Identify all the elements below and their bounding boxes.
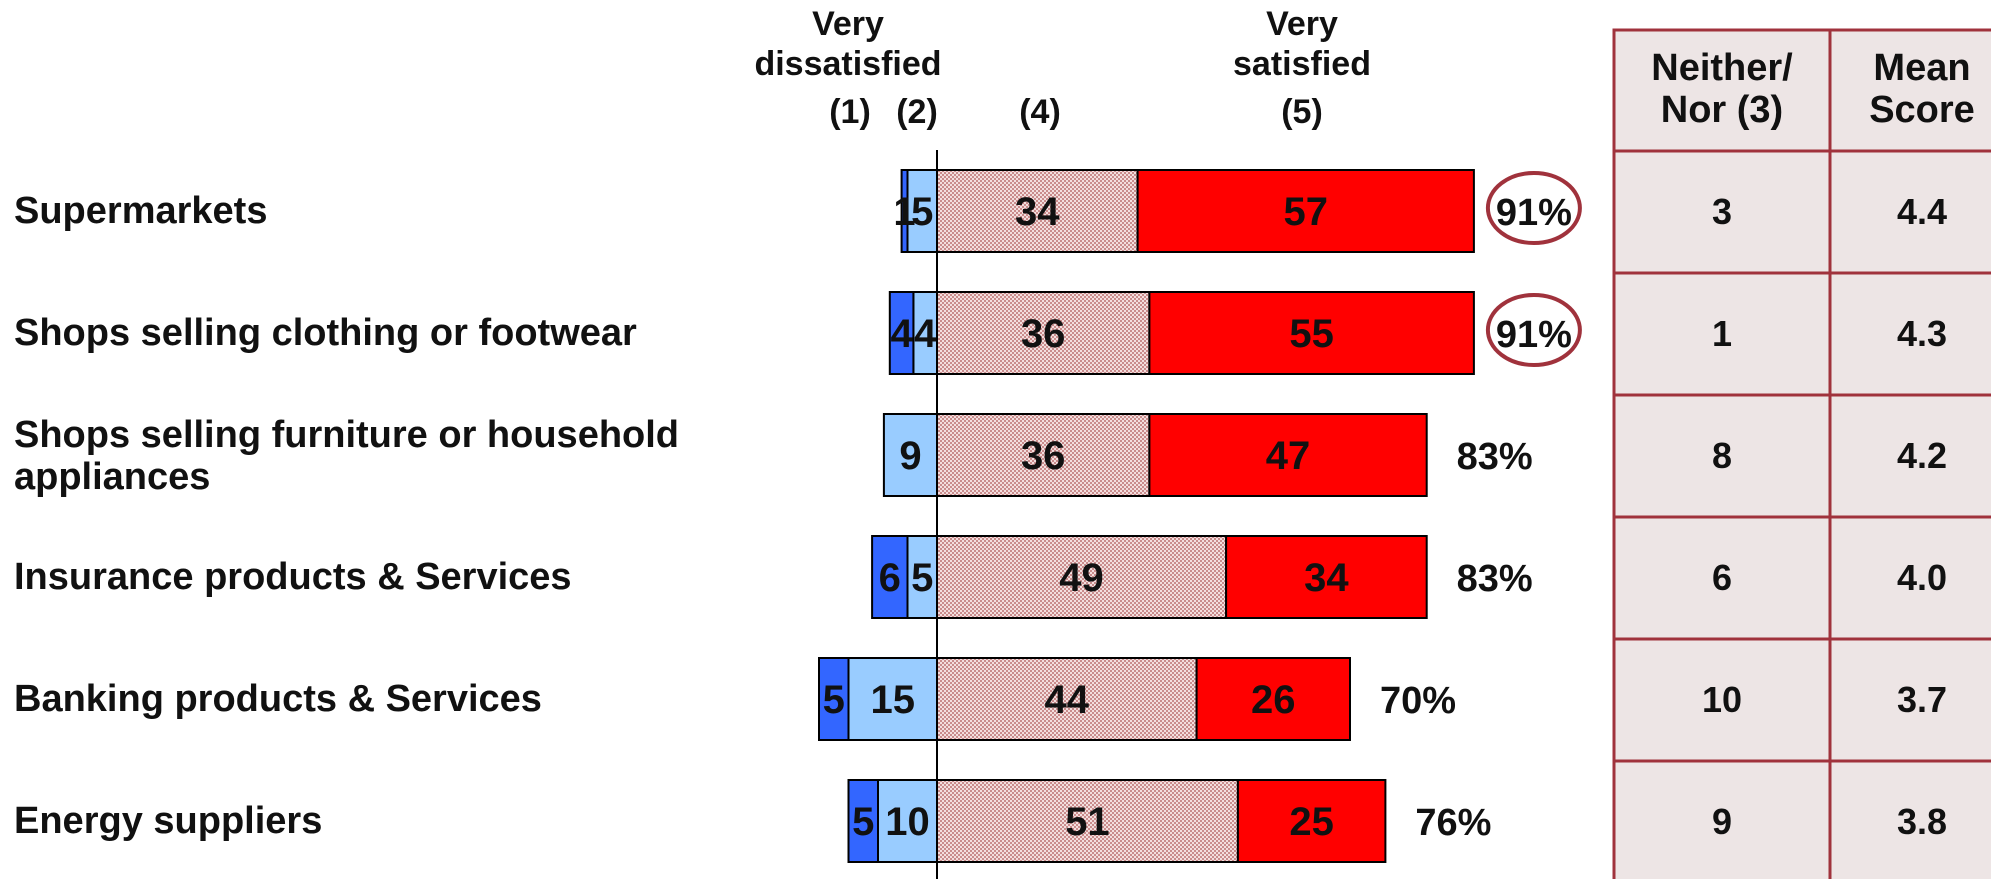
bar-very_dissatisfied-row-2 [888,291,915,375]
bar-label-satisfied-row-4: 49 [1059,556,1104,600]
bar-satisfied-row-6 [936,779,1239,863]
category-label-2: Shops selling clothing or footwear [14,312,637,354]
bar-label-very_dissatisfied-row-5: 5 [823,678,845,722]
bar-very_satisfied-row-3 [1148,413,1428,497]
table-cell-r3-c1: 8 [1712,435,1732,476]
table-background [1612,28,1991,879]
highlight-ring-row-2 [1485,293,1582,367]
category-label-5: Banking products & Services [14,678,542,720]
bar-label-satisfied-row-3: 36 [1021,434,1066,478]
bar-label-very_satisfied-row-1: 57 [1284,190,1329,234]
bar-satisfied-row-3 [936,413,1151,497]
bar-dissatisfied-row-3 [882,413,939,497]
header-group-2-line-2: satisfied [1233,45,1371,83]
table-cell-r2-c1: 1 [1712,313,1732,354]
bar-label-dissatisfied-row-3: 9 [899,434,921,478]
header-code-2: (2) [896,93,938,131]
bar-label-very_satisfied-row-2: 55 [1289,312,1334,356]
bar-very_dissatisfied-row-1 [900,169,909,253]
net-satisfied-label-row-5: 70% [1380,680,1456,722]
net-satisfied-label-row-4: 83% [1457,558,1533,600]
net-satisfied-label-row-3: 83% [1457,436,1533,478]
bar-very_dissatisfied-row-4 [871,535,909,619]
bar-very_dissatisfied-row-6 [847,779,879,863]
bar-label-satisfied-row-5: 44 [1045,678,1090,722]
header-code-1: (1) [829,93,871,131]
category-label-1: Supermarkets [14,190,267,232]
table-cell-r5-c1: 10 [1702,679,1742,720]
table-cell-r2-c2: 4.3 [1897,313,1947,354]
net-satisfied-label-row-6: 76% [1415,802,1491,844]
bar-label-dissatisfied-row-4: 5 [911,556,933,600]
bar-satisfied-row-4 [936,535,1228,619]
bar-very_satisfied-row-6 [1236,779,1387,863]
table-cell-r1-c1: 3 [1712,191,1732,232]
net-satisfied-label-row-2: 91% [1496,314,1572,356]
table-header-2-line-1: Mean [1873,47,1970,89]
header-group-1-line-1: Very [812,5,884,43]
category-label-3: Shops selling furniture or household appl… [14,414,679,498]
table-cell-r4-c2: 4.0 [1897,557,1947,598]
bar-very_satisfied-row-2 [1148,291,1475,375]
bar-label-very_dissatisfied-row-6: 5 [852,800,874,844]
table-cell-r4-c1: 6 [1712,557,1732,598]
bar-label-satisfied-row-2: 36 [1021,312,1066,356]
bar-label-dissatisfied-row-6: 10 [885,800,930,844]
header-code-4: (5) [1281,93,1323,131]
highlight-ring-row-1 [1485,171,1582,245]
bar-satisfied-row-5 [936,657,1198,741]
bar-label-very_satisfied-row-4: 34 [1304,556,1349,600]
bar-label-very_dissatisfied-row-2: 4 [890,312,913,356]
bar-label-satisfied-row-1: 34 [1015,190,1060,234]
table-header-2-line-2: Score [1869,89,1975,131]
bar-label-very_dissatisfied-row-4: 6 [879,556,901,600]
table-header-1-line-1: Neither/ [1651,47,1793,89]
bar-label-very_satisfied-row-6: 25 [1289,800,1334,844]
bars: 51 34 57 91%44 36 55 91%9 36 47 83%56 49 34 83%155 44… [818,169,1582,863]
header-group-2-line-1: Very [1266,5,1338,43]
table-cell-r5-c2: 3.7 [1897,679,1947,720]
table-cell-r6-c1: 9 [1712,801,1732,842]
header-code-3: (4) [1019,93,1061,131]
bar-very_dissatisfied-row-5 [818,657,850,741]
bar-label-very_satisfied-row-3: 47 [1266,434,1311,478]
bar-dissatisfied-row-5 [847,657,938,741]
net-satisfied-label-row-1: 91% [1496,192,1572,234]
bar-very_satisfied-row-1 [1136,169,1475,253]
header-group-1-line-2: dissatisfied [754,45,941,83]
bar-label-dissatisfied-row-5: 15 [871,678,916,722]
bar-very_satisfied-row-5 [1195,657,1351,741]
category-labels: Supermarkets Shops selling clothing or fo… [14,190,679,842]
table-header-1-line-2: Nor (3) [1661,89,1783,131]
table-cell-r3-c2: 4.2 [1897,435,1947,476]
bar-label-satisfied-row-6: 51 [1065,800,1110,844]
bar-label-dissatisfied-row-1: 5 [911,190,933,234]
bar-label-very_dissatisfied-row-1: 1 [893,190,915,234]
bar-label-very_satisfied-row-5: 26 [1251,678,1296,722]
table-cell-r1-c2: 4.4 [1897,191,1947,232]
category-label-4: Insurance products & Services [14,556,572,598]
category-label-6: Energy suppliers [14,800,322,842]
bar-very_satisfied-row-4 [1225,535,1428,619]
bar-label-dissatisfied-row-2: 4 [914,312,937,356]
table-cell-r6-c2: 3.8 [1897,801,1947,842]
